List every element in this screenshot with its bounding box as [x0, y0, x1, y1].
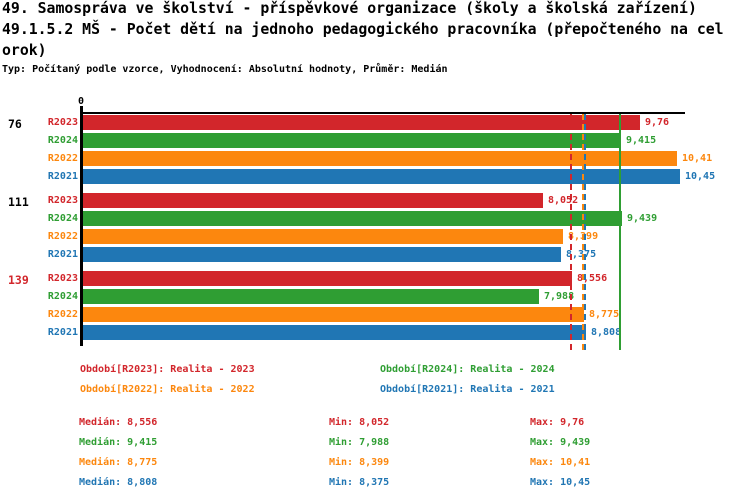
row-label-r2023: R2023 [47, 195, 78, 206]
bar-r2021 [83, 247, 561, 262]
bar-r2024 [83, 289, 539, 304]
row-label-r2023: R2023 [47, 273, 78, 284]
bar-r2022 [83, 307, 584, 322]
stat-median-r2024: Medián: 9,415 [79, 437, 158, 448]
page-title-line3: orok) [2, 42, 47, 59]
bar-value-label: 10,41 [682, 153, 713, 164]
stat-max-r2022: Max: 10,41 [530, 457, 591, 468]
stat-min-r2022: Min: 8,399 [329, 457, 390, 468]
stat-max-r2024: Max: 9,439 [530, 437, 591, 448]
row-label-r2021: R2021 [47, 327, 78, 338]
bar-r2024 [83, 133, 621, 148]
bar-chart: 0 76 R2023 9,76 R2024 9,415 R2022 10,41 R2021 10,… [8, 96, 716, 350]
group-label: 76 [8, 117, 22, 131]
row-label-r2022: R2022 [47, 309, 78, 320]
stat-min-r2024: Min: 7,988 [329, 437, 390, 448]
bar-r2023 [83, 193, 543, 208]
row-label-r2024: R2024 [47, 213, 78, 224]
row-label-r2024: R2024 [47, 135, 78, 146]
bar-value-label: 10,45 [685, 171, 716, 182]
row-label-r2022: R2022 [47, 231, 78, 242]
bar-r2023 [83, 271, 572, 286]
bar-value-label: 8,808 [591, 327, 622, 338]
bar-value-label: 8,556 [577, 273, 608, 284]
median-line-r2024 [619, 114, 621, 350]
chart-meta-line: Typ: Počítaný podle vzorce, Vyhodnocení:… [2, 64, 448, 75]
bar-value-label: 9,76 [645, 117, 670, 128]
stat-median-r2021: Medián: 8,808 [79, 477, 158, 488]
group-label: 111 [8, 195, 29, 209]
legend-item-r2024: Období[R2024]: Realita - 2024 [380, 364, 555, 375]
value-axis-zero-label: 0 [77, 96, 85, 107]
page-title-line2: 49.1.5.2 MŠ - Počet dětí na jednoho peda… [2, 21, 724, 38]
median-line-r2021 [584, 114, 586, 350]
category-axis-line [80, 106, 83, 346]
bar-r2022 [83, 151, 677, 166]
bar-value-label: 8,775 [589, 309, 620, 320]
page-title-line1: 49. Samospráva ve školství - příspěvkové… [2, 0, 697, 17]
bar-r2021 [83, 169, 680, 184]
bar-value-label: 8,052 [548, 195, 579, 206]
legend-item-r2021: Období[R2021]: Realita - 2021 [380, 384, 555, 395]
median-line-r2022 [582, 114, 584, 350]
bar-value-label: 7,988 [544, 291, 575, 302]
bar-value-label: 9,415 [626, 135, 657, 146]
legend-item-r2022: Období[R2022]: Realita - 2022 [80, 384, 255, 395]
row-label-r2021: R2021 [47, 249, 78, 260]
stat-max-r2021: Max: 10,45 [530, 477, 591, 488]
stat-min-r2023: Min: 8,052 [329, 417, 390, 428]
row-label-r2023: R2023 [47, 117, 78, 128]
bar-value-label: 9,439 [627, 213, 658, 224]
legend-item-r2023: Období[R2023]: Realita - 2023 [80, 364, 255, 375]
row-label-r2024: R2024 [47, 291, 78, 302]
bar-r2022 [83, 229, 563, 244]
bar-value-label: 8,375 [566, 249, 597, 260]
bar-r2024 [83, 211, 622, 226]
stat-min-r2021: Min: 8,375 [329, 477, 390, 488]
bar-r2021 [83, 325, 586, 340]
value-axis-line [80, 112, 685, 114]
row-label-r2021: R2021 [47, 171, 78, 182]
bar-r2023 [83, 115, 640, 130]
stat-median-r2023: Medián: 8,556 [79, 417, 158, 428]
median-line-r2023 [570, 114, 572, 350]
group-label: 139 [8, 273, 29, 287]
stat-median-r2022: Medián: 8,775 [79, 457, 158, 468]
row-label-r2022: R2022 [47, 153, 78, 164]
stat-max-r2023: Max: 9,76 [530, 417, 585, 428]
